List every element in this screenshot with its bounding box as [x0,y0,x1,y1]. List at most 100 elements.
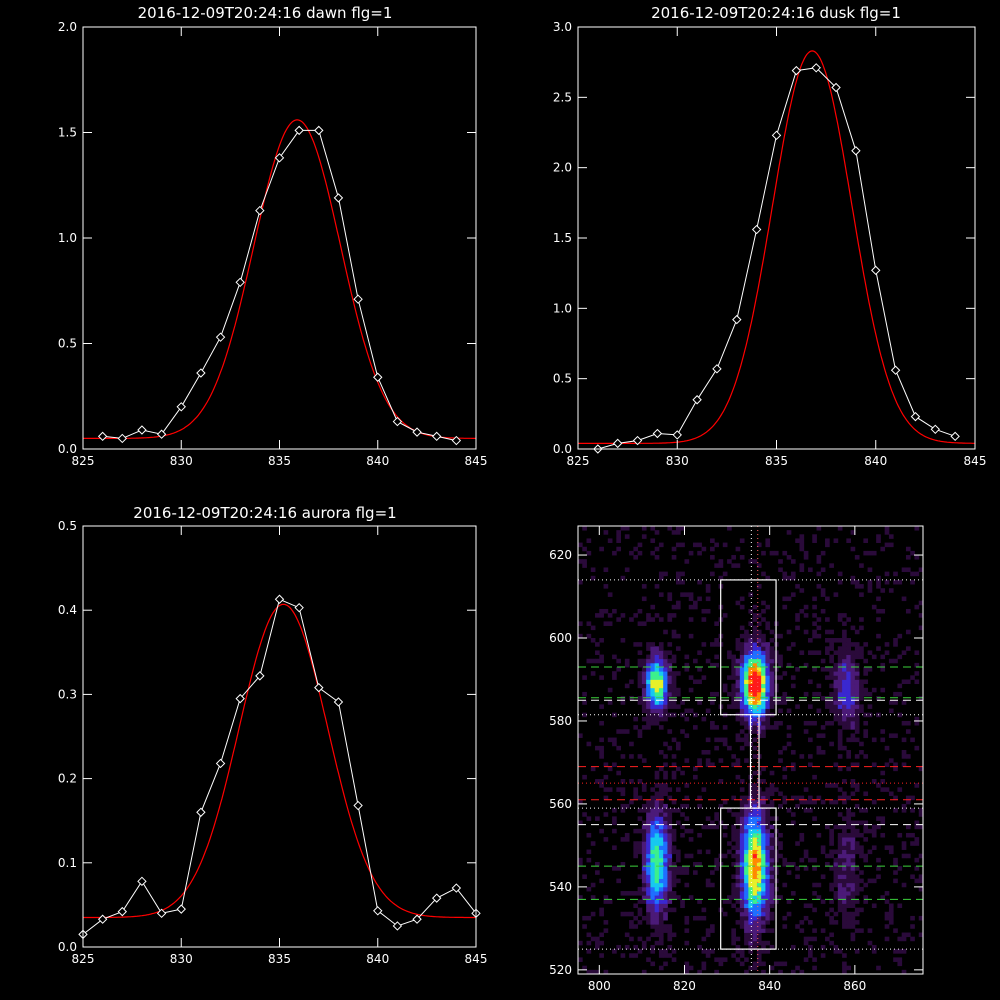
heatmap-pixel [658,920,664,925]
heatmap-pixel [688,895,694,900]
heatmap-pixel [722,725,728,730]
heatmap-pixel [714,862,719,867]
heatmap-pixel [744,646,749,651]
heatmap-pixel [739,658,745,664]
heatmap-pixel [650,866,656,871]
heatmap-pixel [650,911,656,917]
heatmap-pixel [748,671,754,676]
heatmap-pixel [714,957,719,962]
heatmap-pixel [671,691,677,697]
heatmap-pixel [633,953,639,958]
heatmap-pixel [812,891,817,896]
heatmap-pixel [854,679,860,685]
heatmap-pixel [718,758,724,763]
panel-3-y-tick-label: 0.3 [58,687,77,701]
heatmap-pixel [897,712,903,718]
heatmap-pixel [820,953,826,958]
heatmap-pixel [646,642,651,647]
heatmap-pixel [688,687,694,693]
heatmap-pixel [820,608,826,614]
heatmap-pixel [820,944,826,950]
heatmap-pixel [854,650,860,655]
heatmap-pixel [684,758,690,763]
heatmap-pixel [854,920,860,925]
heatmap-pixel [735,638,741,643]
heatmap-pixel [756,621,762,626]
heatmap-pixel [654,866,660,871]
heatmap-pixel [905,546,911,552]
heatmap-pixel [654,691,660,697]
heatmap-pixel [825,696,830,701]
heatmap-pixel [748,878,754,884]
heatmap-pixel [590,969,596,975]
heatmap-pixel [825,862,830,867]
heatmap-pixel [599,704,604,709]
heatmap-pixel [859,741,864,747]
heatmap-pixel [820,667,826,672]
heatmap-pixel [752,745,758,751]
heatmap-pixel [680,526,685,531]
heatmap-pixel [820,799,826,805]
heatmap-pixel [654,832,660,838]
heatmap-pixel [854,878,860,884]
heatmap-pixel [607,899,613,904]
heatmap-pixel [761,878,766,884]
heatmap-pixel [752,845,758,850]
heatmap-pixel [914,820,920,826]
heatmap-pixel [837,646,843,651]
heatmap-pixel [854,949,860,954]
heatmap-pixel [671,949,677,954]
heatmap-pixel [871,604,877,610]
heatmap-pixel [650,857,656,863]
heatmap-pixel [654,799,660,805]
heatmap-pixel [748,708,754,714]
heatmap-pixel [654,862,660,867]
heatmap-pixel [884,526,890,531]
heatmap-pixel [722,542,728,548]
heatmap-pixel [901,808,907,813]
heatmap-pixel [756,832,762,838]
heatmap-pixel [756,837,762,842]
heatmap-pixel [752,679,758,685]
heatmap-pixel [761,837,766,842]
heatmap-pixel [646,837,651,842]
heatmap-pixel [744,915,749,921]
heatmap-pixel [761,667,766,672]
heatmap-pixel [637,891,643,896]
heatmap-pixel [825,853,830,859]
heatmap-pixel [680,899,685,904]
heatmap-pixel [850,857,856,863]
heatmap-pixel [808,737,813,743]
heatmap-pixel [748,704,754,709]
heatmap-pixel [850,866,856,871]
heatmap-pixel [718,957,724,962]
heatmap-pixel [748,944,754,950]
heatmap-pixel [629,936,634,942]
heatmap-pixel [714,563,719,568]
heatmap-pixel [850,903,856,909]
heatmap-pixel [850,579,856,585]
heatmap-pixel [752,820,758,826]
panel-1-x-tick-label: 835 [268,454,291,468]
heatmap-pixel [663,886,668,892]
heatmap-pixel [735,891,741,896]
panel-1-data-point [137,425,147,435]
heatmap-pixel [697,596,702,602]
heatmap-pixel [731,862,736,867]
heatmap-pixel [646,812,651,817]
heatmap-pixel [735,870,741,875]
heatmap-pixel [867,584,873,589]
heatmap-pixel [846,849,851,855]
heatmap-pixel [701,965,707,971]
heatmap-pixel [842,779,847,784]
heatmap-pixel [616,878,621,884]
heatmap-pixel [620,891,626,896]
heatmap-pixel [769,679,775,685]
heatmap-pixel [641,832,647,838]
heatmap-pixel [744,667,749,672]
heatmap-pixel [663,629,668,635]
heatmap-pixel [663,953,668,958]
heatmap-pixel [756,932,762,938]
heatmap-pixel [842,870,847,875]
heatmap-pixel [646,845,651,850]
